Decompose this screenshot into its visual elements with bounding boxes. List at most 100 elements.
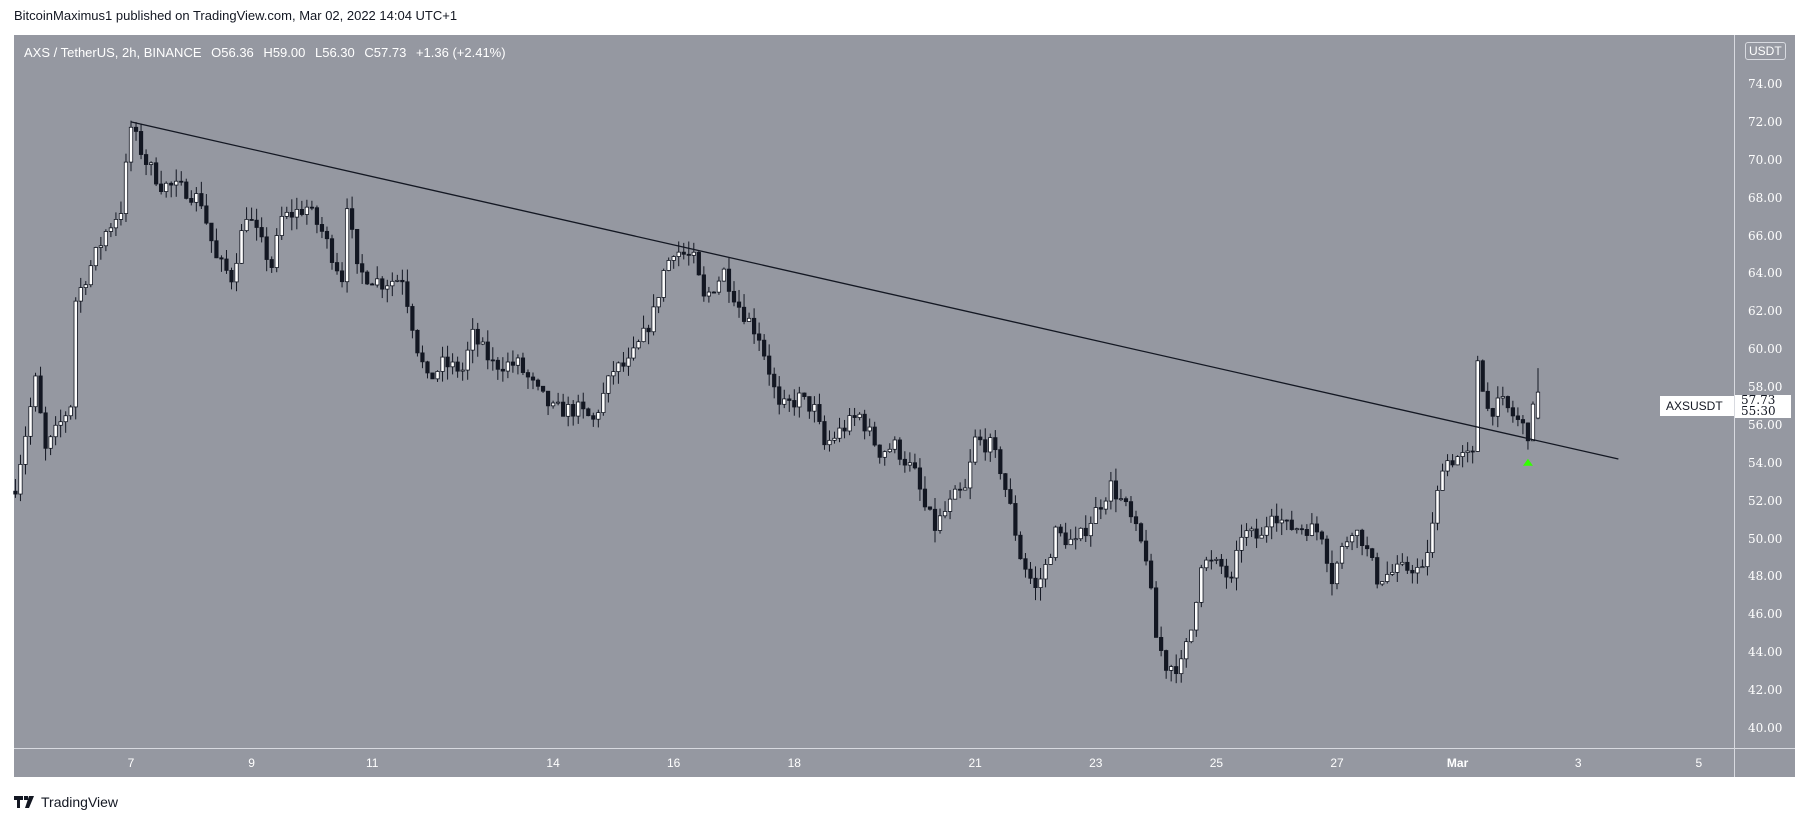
candle-down: [1033, 577, 1038, 589]
candle-up: [1234, 549, 1239, 579]
price-tick-label: 44.00: [1748, 645, 1783, 660]
time-tick-label: 27: [1330, 756, 1344, 770]
price-tick-label: 50.00: [1748, 531, 1783, 546]
candle-up: [1103, 500, 1108, 510]
candle-up: [1415, 566, 1420, 574]
candle-up: [1495, 397, 1500, 417]
candle-down: [1028, 568, 1033, 579]
candle-down: [571, 404, 576, 417]
candle-down: [309, 206, 315, 209]
candle-up: [1259, 534, 1264, 539]
candle-down: [420, 352, 425, 363]
candle-down: [370, 283, 375, 286]
tradingview-logo[interactable]: TradingView: [14, 794, 118, 810]
candle-down: [757, 333, 762, 341]
candle-up: [88, 265, 93, 286]
candle-up: [1420, 566, 1425, 569]
candle-up: [661, 270, 666, 298]
candle-up: [174, 180, 179, 186]
candle-up: [18, 464, 23, 495]
candle-down: [1164, 650, 1169, 671]
open-key: O: [211, 45, 222, 60]
candle-down: [490, 359, 495, 362]
price-tick-label: 60.00: [1748, 342, 1783, 357]
candle-down: [1018, 534, 1023, 560]
candle-down: [500, 368, 505, 372]
candle-up: [1294, 528, 1299, 531]
candle-down: [545, 390, 551, 407]
candle-up: [988, 437, 993, 453]
candle-up: [1184, 641, 1189, 660]
candle-up: [68, 406, 73, 417]
candle-down: [817, 404, 822, 422]
time-tick-label: 5: [1695, 756, 1703, 770]
publish-info: BitcoinMaximus1 published on TradingView…: [14, 8, 458, 23]
candle-down: [189, 198, 194, 203]
candle-up: [1435, 490, 1440, 524]
candle-up: [937, 515, 943, 531]
candle-up: [601, 392, 606, 413]
candle-down: [1329, 562, 1335, 585]
candle-down: [445, 356, 450, 368]
candle-up: [1349, 535, 1355, 543]
candle-down: [13, 490, 18, 495]
candle-down: [862, 413, 867, 432]
candle-up: [706, 291, 711, 297]
price-tick-label: 40.00: [1748, 720, 1783, 735]
price-tick-label: 48.00: [1748, 569, 1783, 584]
candle-down: [365, 271, 370, 285]
candle-up: [867, 426, 872, 432]
candle-up: [968, 461, 973, 489]
candle-down: [1113, 480, 1118, 500]
candle-down: [1375, 557, 1380, 585]
price-tick-label: 68.00: [1748, 190, 1783, 205]
candle-down: [219, 257, 224, 260]
candle-up: [691, 251, 696, 256]
candle-up: [812, 404, 817, 412]
candle-down: [1284, 519, 1289, 522]
candle-up: [1244, 530, 1249, 538]
candle-up: [1204, 559, 1209, 569]
time-tick-label: 25: [1209, 756, 1224, 770]
open-value: 56.36: [221, 45, 254, 60]
price-axis-divider: [1734, 35, 1735, 777]
low-value: 56.30: [322, 45, 355, 60]
time-tick-label: 3: [1574, 756, 1582, 770]
candle-up: [551, 402, 556, 407]
candle-down: [1133, 516, 1139, 525]
candle-down: [701, 274, 706, 297]
candle-down: [540, 385, 546, 392]
candle-down: [777, 386, 782, 405]
candle-down: [1319, 531, 1325, 540]
candle-down: [1224, 565, 1229, 578]
candle-up: [1068, 538, 1073, 546]
candle-up: [234, 262, 239, 283]
candle-up: [1475, 360, 1480, 452]
candle-up: [566, 404, 571, 417]
candle-up: [942, 511, 948, 517]
candle-up: [1309, 523, 1314, 536]
symbol-title[interactable]: AXS / TetherUS, 2h, BINANCE: [24, 45, 202, 60]
low-key: L: [314, 45, 323, 60]
candle-down: [264, 236, 269, 260]
candle-down: [767, 355, 772, 375]
candle-down: [1013, 503, 1018, 536]
candle-down: [1123, 498, 1129, 503]
price-tick-label: 64.00: [1748, 266, 1783, 281]
candle-up: [83, 284, 88, 288]
candle-down: [646, 327, 651, 333]
candle-up: [1460, 452, 1465, 458]
candle-up: [676, 251, 681, 257]
candle-up: [1430, 522, 1435, 553]
currency-badge[interactable]: USDT: [1745, 42, 1786, 60]
candle-down: [998, 449, 1003, 475]
candle-down: [1128, 501, 1134, 518]
candle-down: [561, 401, 566, 417]
candle-down: [380, 278, 385, 290]
candle-up: [1093, 507, 1098, 524]
candle-up: [1465, 450, 1470, 453]
price-tick-label: 72.00: [1748, 114, 1783, 129]
candle-down: [199, 193, 204, 207]
triangle-up-marker-icon: [1522, 458, 1533, 466]
